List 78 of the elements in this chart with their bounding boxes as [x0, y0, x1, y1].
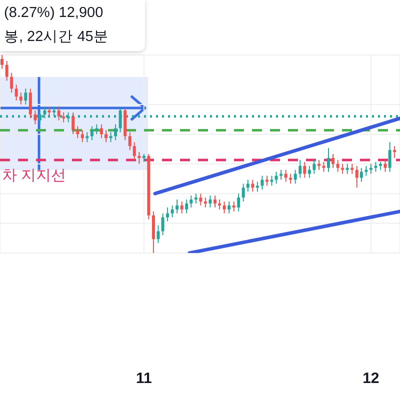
candlestick [232, 201, 236, 212]
candlestick [138, 152, 141, 164]
candlestick [280, 169, 283, 180]
candlestick [185, 199, 188, 214]
candlestick [213, 195, 216, 208]
candlestick [176, 199, 179, 214]
candlestick [28, 88, 32, 119]
candlestick [326, 148, 330, 172]
candlestick [62, 112, 66, 123]
candlestick [132, 142, 136, 160]
candlestick [34, 110, 37, 125]
candlestick [393, 146, 396, 158]
candlestick [218, 199, 222, 210]
candlestick [246, 179, 250, 192]
candlestick [190, 195, 193, 208]
candlestick [90, 126, 94, 141]
candlestick [312, 159, 316, 174]
candlestick [199, 193, 202, 206]
candlestick [204, 197, 207, 208]
candlestick [0, 55, 4, 70]
candlestick [332, 154, 335, 168]
candlestick [298, 159, 302, 178]
candlestick [256, 181, 259, 192]
candlestick [251, 179, 254, 192]
candlestick [180, 201, 184, 214]
candlestick [384, 159, 387, 172]
x-tick-label: 12 [362, 370, 380, 387]
candlestick [322, 161, 326, 172]
candlestick [308, 165, 311, 178]
candlestick [360, 167, 363, 182]
candlestick [114, 124, 118, 141]
candlestick [5, 60, 8, 82]
candlestick [228, 201, 231, 214]
candlestick [364, 165, 368, 176]
candlestick [100, 124, 103, 139]
candlestick [10, 72, 14, 94]
candlestick [86, 132, 89, 143]
candlestick [350, 163, 354, 174]
candlestick [336, 159, 340, 172]
ref-line-label: 차 지지선 [2, 166, 66, 184]
candlestick [242, 183, 245, 202]
candlestick [161, 212, 164, 236]
candlestick [355, 165, 358, 188]
candlestick [265, 175, 268, 186]
candlestick [374, 161, 378, 172]
candlestick [166, 206, 170, 222]
candlestick [237, 193, 240, 212]
text: (8.27%) 12,900 [3, 4, 104, 23]
candlestick [48, 106, 51, 117]
candlestick [14, 84, 18, 102]
candlestick [156, 224, 160, 244]
candlestick [80, 130, 84, 143]
candlestick [109, 132, 112, 143]
text: 봉, 22시간 45분 [3, 28, 110, 47]
candlestick [194, 193, 198, 204]
candlestick [369, 163, 372, 174]
x-tick-label: 11 [136, 370, 152, 387]
candlestick [170, 204, 174, 218]
candlestick [222, 201, 226, 214]
candlestick [72, 112, 75, 135]
candlestick [57, 106, 60, 121]
candlestick [152, 210, 155, 253]
candlestick [208, 195, 212, 208]
candlestick [317, 159, 320, 170]
candlestick [346, 163, 349, 174]
candlestick [294, 169, 297, 184]
candlestick [118, 108, 122, 133]
candlestick [303, 161, 306, 178]
candlestick [284, 169, 288, 182]
candlestick [76, 126, 80, 139]
candlestick [260, 175, 264, 190]
candlestick [341, 163, 344, 174]
candlestick [19, 92, 22, 105]
candlestick [24, 88, 28, 105]
candlestick [128, 132, 132, 151]
candlestick [388, 142, 392, 172]
candlestick [104, 130, 108, 143]
candlestick [270, 175, 274, 186]
